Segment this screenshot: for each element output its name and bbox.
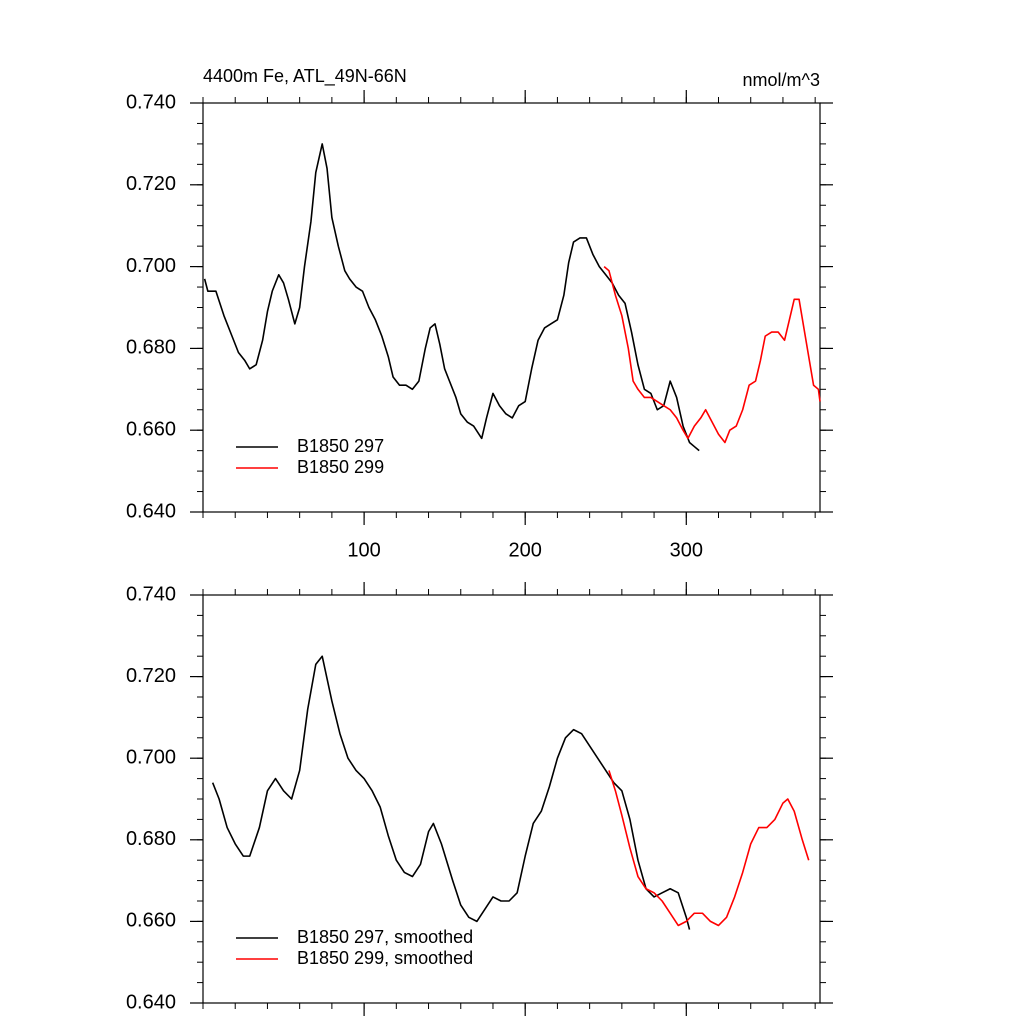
y-tick-label: 0.720 [126, 173, 176, 195]
data-line [211, 655, 691, 930]
data-line [203, 143, 700, 452]
legend-label: B1850 299 [297, 457, 384, 477]
legend-label: B1850 299, smoothed [297, 948, 473, 968]
y-tick-label: 0.640 [126, 500, 176, 522]
x-tick-label: 100 [347, 539, 380, 561]
data-line [603, 265, 821, 444]
x-tick-label: 200 [509, 539, 542, 561]
units-label: nmol/m^3 [743, 70, 820, 90]
x-tick-label: 300 [670, 539, 703, 561]
legend-label: B1850 297 [297, 436, 384, 456]
y-tick-label: 0.740 [126, 91, 176, 113]
y-tick-label: 0.680 [126, 828, 176, 850]
y-tick-label: 0.660 [126, 910, 176, 932]
y-tick-label: 0.680 [126, 337, 176, 359]
y-tick-label: 0.700 [126, 255, 176, 277]
y-tick-label: 0.720 [126, 665, 176, 687]
legend-label: B1850 297, smoothed [297, 927, 473, 947]
y-tick-label: 0.700 [126, 746, 176, 768]
y-tick-label: 0.640 [126, 991, 176, 1013]
chart-title: 4400m Fe, ATL_49N-66N [203, 66, 407, 87]
y-tick-label: 0.660 [126, 418, 176, 440]
data-line [608, 770, 810, 927]
y-tick-label: 0.740 [126, 583, 176, 605]
